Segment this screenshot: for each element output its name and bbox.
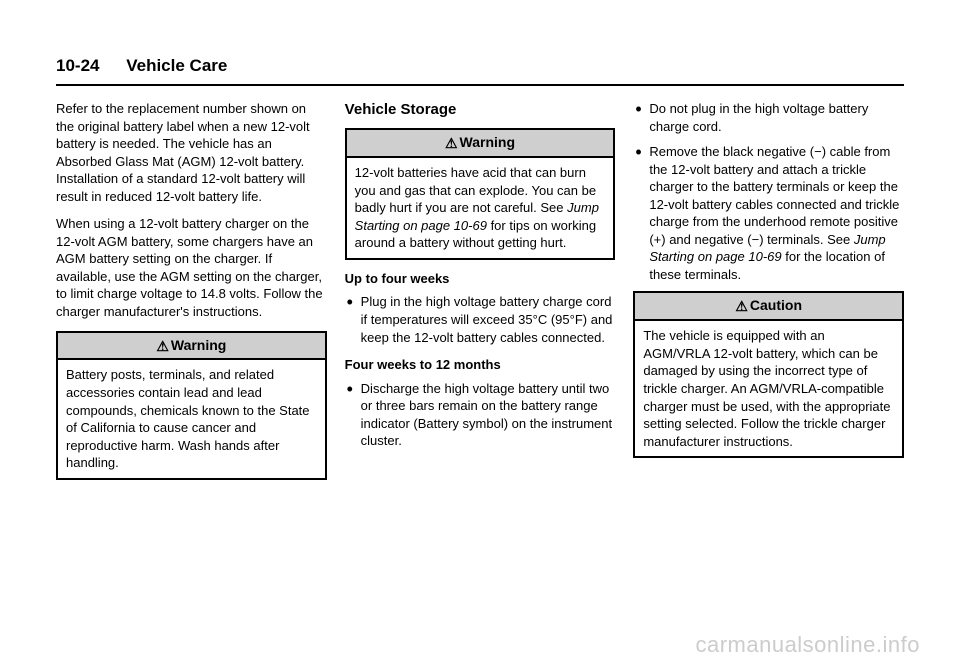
warning-box-2: ⚠Warning 12-volt batteries have acid tha… — [345, 128, 616, 260]
section-title: Vehicle Care — [126, 56, 227, 75]
up4-list: Plug in the high voltage battery charge … — [345, 293, 616, 346]
list-item: Discharge the high voltage battery until… — [345, 380, 616, 450]
col1-para-1: Refer to the replacement number shown on… — [56, 100, 327, 205]
warning2-text-a: 12-volt batteries have acid that can bur… — [355, 165, 596, 215]
page-number: 10-24 — [56, 56, 99, 75]
col3-list: Do not plug in the high voltage battery … — [633, 100, 904, 283]
warning-label-2: Warning — [460, 134, 515, 150]
four-to-twelve-heading: Four weeks to 12 months — [345, 356, 616, 374]
caution-box-body: The vehicle is equipped with an AGM/VRLA… — [635, 321, 902, 456]
caution-triangle-icon: ⚠ — [735, 297, 748, 316]
warning-box-1-body: Battery posts, terminals, and related ac… — [58, 360, 325, 477]
list-item: Plug in the high voltage battery charge … — [345, 293, 616, 346]
warning-box-2-body: 12-volt batteries have acid that can bur… — [347, 158, 614, 258]
column-1: Refer to the replacement number shown on… — [56, 100, 327, 490]
watermark-text: carmanualsonline.info — [695, 632, 920, 658]
header-text: 10-24 Vehicle Care — [56, 56, 904, 76]
page-header: 10-24 Vehicle Care — [56, 56, 904, 86]
list-item: Do not plug in the high voltage battery … — [633, 100, 904, 135]
page-container: 10-24 Vehicle Care Refer to the replacem… — [0, 0, 960, 672]
warning-box-2-header: ⚠Warning — [347, 130, 614, 158]
warning-triangle-icon: ⚠ — [445, 134, 458, 153]
4to12-list: Discharge the high voltage battery until… — [345, 380, 616, 450]
caution-label: Caution — [750, 297, 802, 313]
warning-box-1: ⚠Warning Battery posts, terminals, and r… — [56, 331, 327, 480]
warning-label-1: Warning — [171, 337, 226, 353]
caution-box-header: ⚠Caution — [635, 293, 902, 321]
list-item: Remove the black negative (−) cable from… — [633, 143, 904, 283]
column-2: Vehicle Storage ⚠Warning 12-volt batteri… — [345, 100, 616, 490]
warning-triangle-icon: ⚠ — [156, 337, 169, 356]
column-3: Do not plug in the high voltage battery … — [633, 100, 904, 490]
col1-para-2: When using a 12-volt battery charger on … — [56, 215, 327, 320]
up-to-four-weeks-heading: Up to four weeks — [345, 270, 616, 288]
content-columns: Refer to the replacement number shown on… — [56, 100, 904, 490]
caution-box: ⚠Caution The vehicle is equipped with an… — [633, 291, 904, 458]
warning-box-1-header: ⚠Warning — [58, 333, 325, 361]
vehicle-storage-heading: Vehicle Storage — [345, 100, 616, 120]
